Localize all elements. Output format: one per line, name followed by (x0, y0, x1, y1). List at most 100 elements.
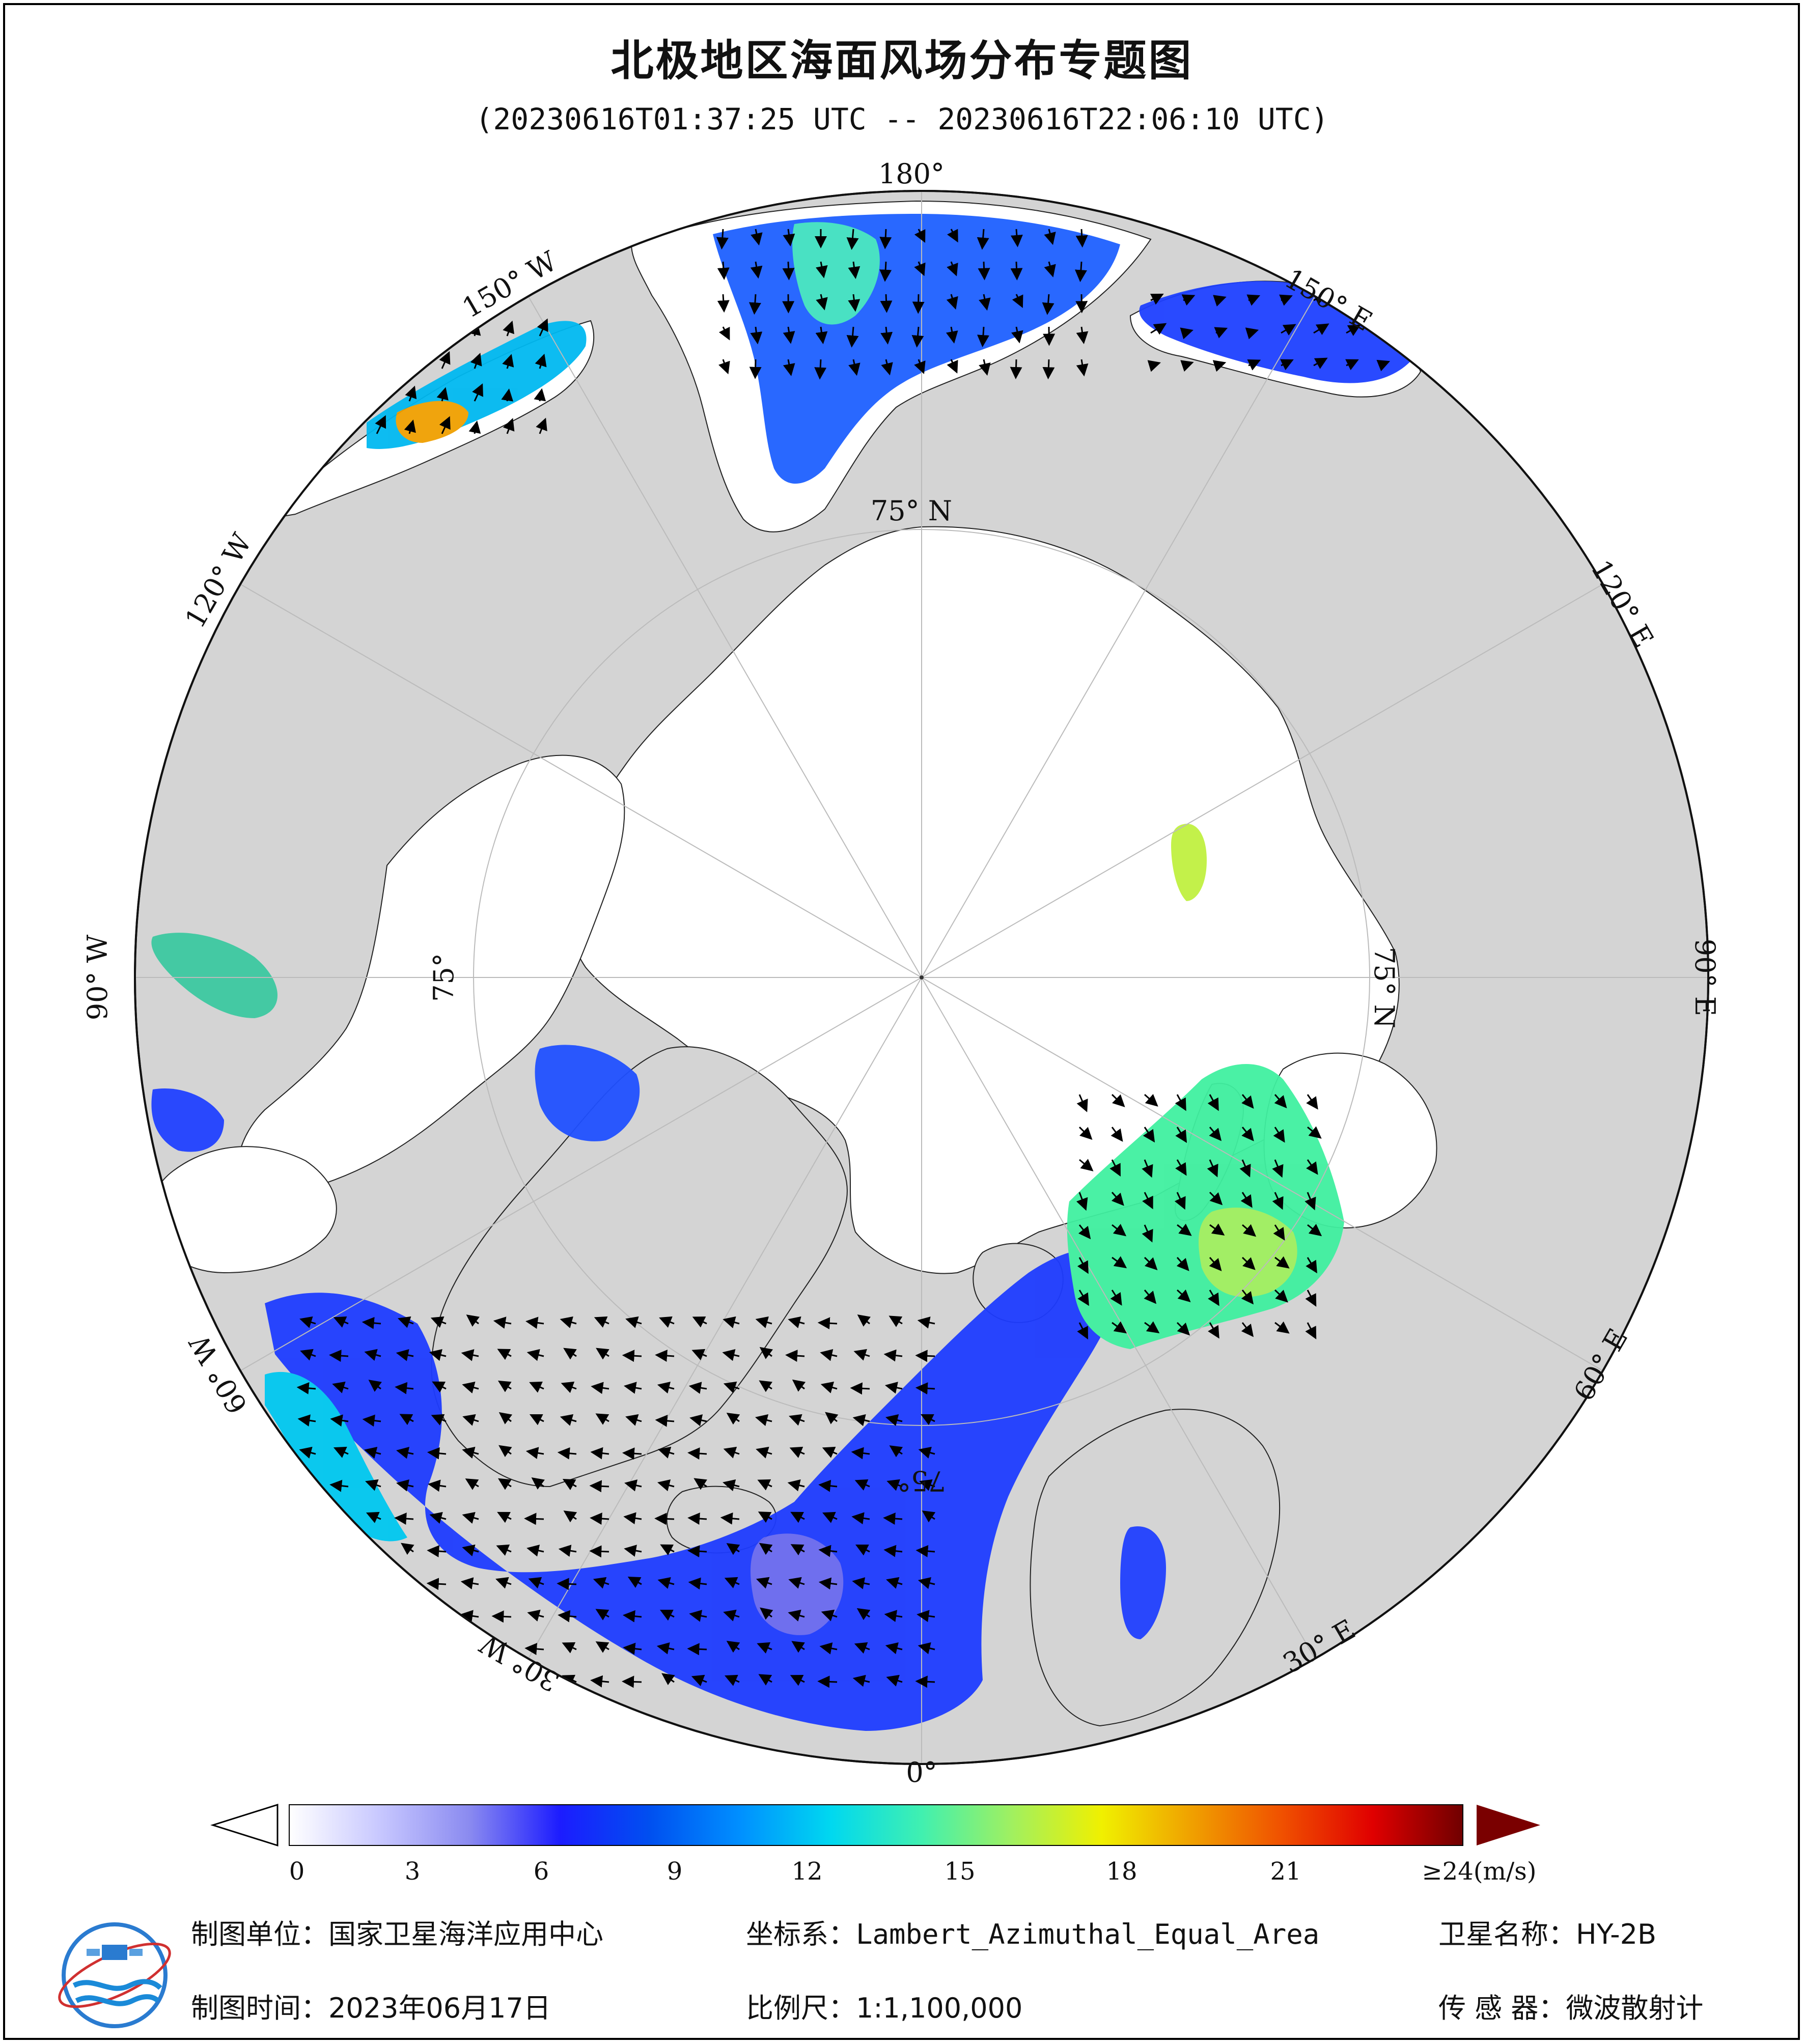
wind-arrow (884, 1610, 903, 1622)
wind-arrow (301, 1674, 316, 1686)
sensor: 传 感 器：微波散射计 (1438, 1985, 1703, 2026)
wind-arrow (1076, 1192, 1088, 1211)
wind-arrow (502, 354, 514, 369)
wind-arrow (497, 1511, 512, 1523)
wind-arrow (850, 1382, 870, 1395)
coordinate-system: 坐标系：Lambert_Azimuthal_Equal_Area (746, 1912, 1319, 1952)
wind-arrow (396, 1479, 414, 1492)
wind-arrow (716, 229, 729, 250)
wind-arrow (404, 419, 416, 434)
wind-arrow (918, 1446, 935, 1459)
wind-arrow (1208, 1322, 1219, 1339)
wind-arrow (1239, 1159, 1251, 1178)
wind-arrow (332, 1544, 349, 1556)
wind-arrow (432, 1381, 447, 1393)
wind-arrow (689, 1414, 707, 1426)
colorbar-tick-12: 12 (791, 1857, 823, 1886)
wind-arrow (336, 1672, 350, 1685)
wind-arrow (493, 1317, 512, 1329)
wind-arrow (560, 1414, 577, 1426)
wind-arrow (687, 1447, 707, 1460)
colorbar-tick-15: 15 (944, 1857, 976, 1886)
wind-arrow (1144, 1094, 1158, 1107)
wind-arrow (848, 294, 861, 312)
wind-arrow (495, 1577, 512, 1589)
wind-arrow (852, 1577, 870, 1589)
wind-arrow (366, 1511, 381, 1523)
wind-arrow (1307, 1223, 1322, 1237)
wind-arrow (851, 1512, 870, 1525)
wind-arrow (396, 1349, 414, 1361)
scale-label: 比例尺： (746, 1992, 856, 2024)
wind-arrow (1112, 1321, 1127, 1334)
wind-arrow (299, 1479, 316, 1491)
coordinate-system-label: 坐标系： (746, 1918, 856, 1950)
wind-arrow (529, 1381, 544, 1393)
scale-value: 1:1,100,000 (856, 1992, 1023, 2024)
wind-arrow (1042, 294, 1054, 315)
wind-arrow (396, 1447, 414, 1459)
wind-arrow (689, 1610, 707, 1622)
wind-arrow (593, 1577, 609, 1589)
greenland (431, 1046, 848, 1488)
wind-arrow (364, 1642, 381, 1655)
wind-arrow (1241, 1322, 1254, 1337)
wind-arrow (889, 1445, 903, 1458)
wind-arrow (919, 1479, 935, 1491)
wind-arrow (1076, 1094, 1088, 1112)
wind-arrow (462, 1446, 479, 1459)
producer-label: 制图单位： (191, 1918, 328, 1950)
time-range: (20230616T01:37:25 UTC -- 20230616T22:06… (475, 102, 1329, 136)
wind-arrow (1075, 229, 1088, 248)
wind-arrow (397, 1642, 414, 1654)
wind-arrow (687, 1545, 707, 1558)
wind-arrow (852, 1674, 870, 1687)
wind-arrow (783, 359, 795, 376)
nsoas-logo (58, 1922, 171, 2028)
wind-arrow (302, 1543, 316, 1555)
wind-arrow (1274, 1321, 1290, 1334)
wind-arrow (439, 416, 451, 434)
colorbar-tick-3: 3 (404, 1857, 421, 1886)
wind-arrow (757, 1642, 772, 1654)
wind-arrow (723, 1446, 740, 1459)
wind-arrow (1042, 359, 1055, 380)
map-boundary (134, 190, 1709, 1765)
wind-arrow (821, 1609, 838, 1621)
colorbar (210, 1803, 1540, 1847)
wind-arrow (373, 319, 385, 337)
wind-arrow (1079, 1159, 1094, 1171)
wind-arrow (625, 1316, 642, 1328)
wind-arrow (1272, 1192, 1284, 1210)
wind-arrow (688, 1577, 707, 1590)
wind-arrow (846, 229, 859, 250)
wind-arrow (498, 1445, 512, 1458)
wind-arrow (1180, 327, 1194, 340)
wind-arrow (1212, 360, 1227, 372)
colorbar-tick-21: 21 (1270, 1857, 1301, 1886)
wind-arrow (1078, 1224, 1091, 1240)
wind-arrow (1175, 1127, 1187, 1143)
wind-arrow (497, 1349, 512, 1360)
producer: 制图单位：国家卫星海洋应用中心 (191, 1912, 603, 1952)
wind-arrow (717, 294, 730, 313)
wind-arrow (296, 1513, 316, 1525)
wind-arrow (723, 1316, 740, 1329)
sensor-value: 微波散射计 (1566, 1992, 1704, 2024)
wind-arrow (622, 1350, 642, 1362)
wind-arrow (816, 294, 828, 311)
wind-arrow (756, 1446, 772, 1459)
wind-swath-baltic (1120, 1526, 1166, 1639)
wind-arrow (1112, 1256, 1127, 1269)
wind-arrow (1074, 261, 1087, 283)
wind-arrow (879, 229, 892, 249)
wind-arrow (462, 1381, 479, 1394)
wind-arrow (590, 1513, 609, 1525)
wind-arrow (333, 1316, 349, 1328)
wind-arrow (300, 1349, 316, 1361)
colorbar-tick-9: 9 (667, 1857, 683, 1886)
wind-swath-labrador (151, 1088, 224, 1152)
scale: 比例尺：1:1,100,000 (746, 1985, 1022, 2026)
wind-arrow (460, 1610, 479, 1622)
wind-arrow (818, 1479, 838, 1492)
